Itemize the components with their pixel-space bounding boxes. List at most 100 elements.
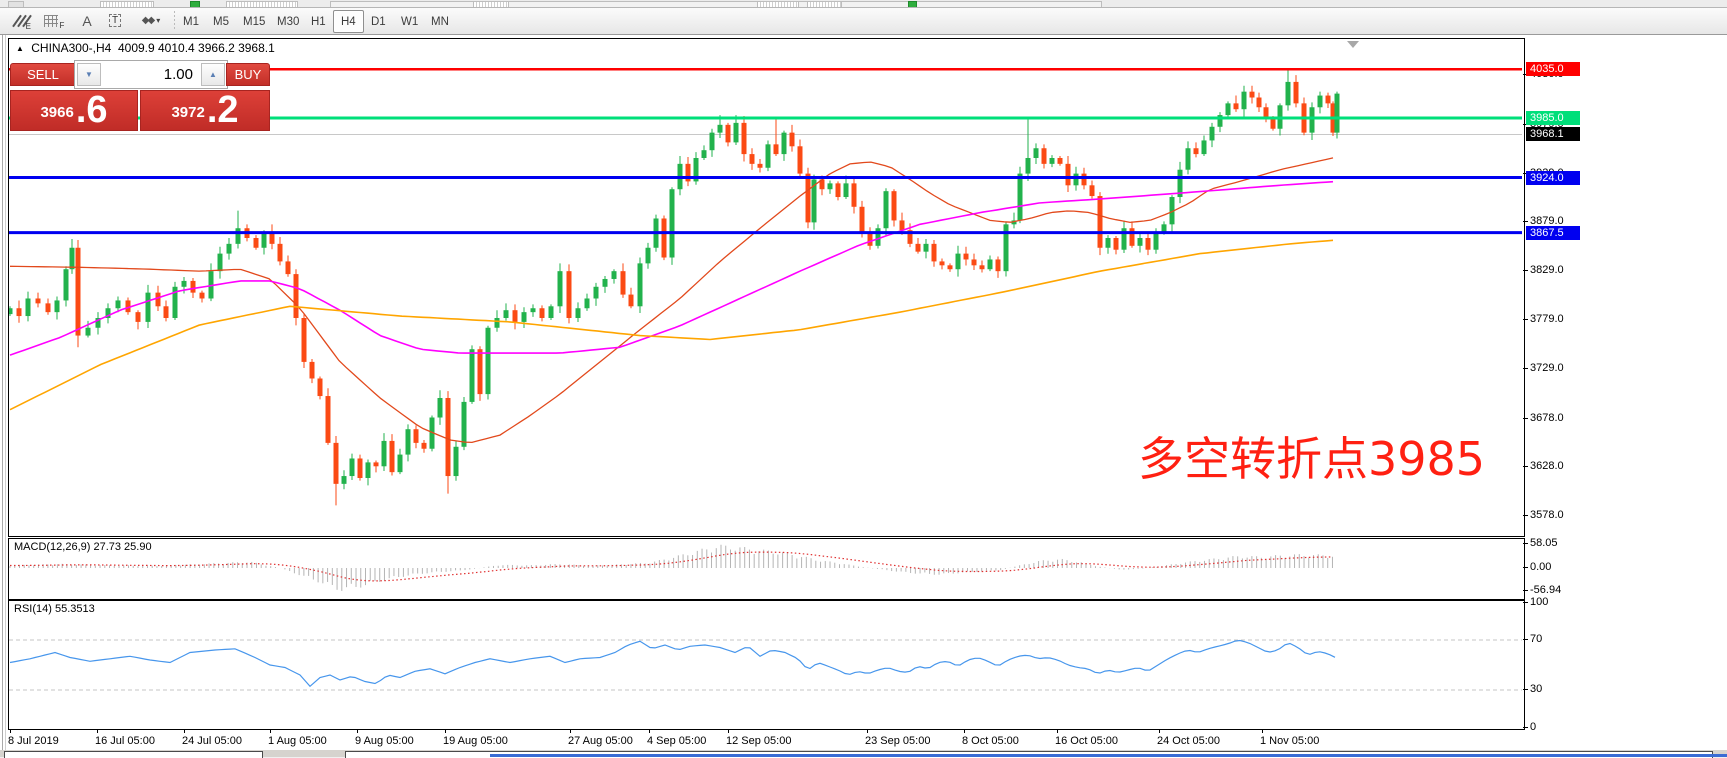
window-edge: [2, 35, 3, 750]
candle: [923, 243, 929, 252]
candle: [85, 327, 91, 336]
equidistant-channel-tool-button[interactable]: E: [8, 10, 34, 31]
time-tick: [1057, 729, 1058, 733]
candle: [757, 163, 763, 168]
candle: [611, 271, 617, 279]
price-tick: [1523, 123, 1528, 125]
timeframe-button-d1[interactable]: D1: [371, 15, 386, 28]
candle: [1041, 148, 1047, 164]
volume-decrease-button[interactable]: ▼: [77, 63, 101, 86]
candle: [69, 247, 75, 270]
timeframe-button-m1[interactable]: M1: [183, 15, 199, 28]
macd-indicator-pane[interactable]: [8, 538, 1525, 600]
price-chart-pane[interactable]: [8, 38, 1525, 537]
buy-button[interactable]: BUY: [226, 63, 270, 86]
volume-increase-button[interactable]: ▲: [201, 63, 225, 86]
window-fragment: [807, 1, 842, 7]
collapse-triangle-icon[interactable]: ▲: [16, 44, 24, 53]
macd-tick-label: -56.94: [1530, 584, 1562, 597]
chevron-down-icon: ▾: [156, 16, 161, 25]
candle: [701, 150, 707, 158]
candle: [575, 308, 581, 318]
rsi-tick-label: 0: [1530, 720, 1537, 733]
candlestick-chart[interactable]: [9, 39, 1522, 534]
candle: [135, 312, 141, 322]
candle: [773, 144, 779, 155]
candle: [797, 146, 803, 174]
chart-shift-marker-icon[interactable]: [1347, 41, 1359, 48]
timeframe-button-h1[interactable]: H1: [311, 15, 326, 28]
candle: [1233, 103, 1239, 110]
candle: [827, 183, 833, 190]
timeframe-button-m5[interactable]: M5: [213, 15, 229, 28]
time-tick: [570, 729, 571, 733]
candle: [741, 122, 747, 155]
volume-input[interactable]: [103, 61, 199, 88]
level-price-badge[interactable]: 4035.0: [1526, 62, 1580, 77]
candle: [749, 154, 755, 164]
candle: [733, 122, 739, 143]
timeframe-button-m30[interactable]: M30: [277, 15, 300, 28]
level-price-badge[interactable]: 3867.5: [1526, 225, 1580, 240]
symbol-ohlc-header: ▲ CHINA300-,H4 4009.9 4010.4 3966.2 3968…: [16, 41, 275, 55]
chart-annotation-text: 多空转折点3985: [1138, 432, 1486, 486]
sell-price-panel[interactable]: 3966 .6: [10, 90, 138, 131]
candle: [1177, 169, 1183, 198]
candle: [494, 318, 500, 328]
candle: [333, 442, 339, 484]
candle: [477, 349, 483, 395]
level-price-badge[interactable]: 3985.0: [1526, 111, 1580, 125]
price-tick-label: 3678.0: [1530, 411, 1564, 424]
candle: [947, 265, 953, 270]
text-label-tool-button[interactable]: A: [74, 10, 100, 31]
timeframe-button-mn[interactable]: MN: [431, 15, 449, 28]
buy-price-panel[interactable]: 3972 .2: [140, 90, 270, 131]
rsi-line: [9, 639, 1336, 688]
candle: [54, 300, 60, 313]
candle: [365, 462, 371, 478]
candle: [1153, 232, 1159, 250]
rsi-tick: [1523, 639, 1528, 640]
candle: [645, 247, 651, 264]
candle: [16, 308, 22, 317]
fibonacci-grid-tool-button[interactable]: F: [40, 10, 66, 31]
ma-slow-line: [9, 239, 1334, 411]
rsi-indicator-pane[interactable]: [8, 600, 1525, 730]
timeframe-button-w1[interactable]: W1: [401, 15, 419, 28]
candle: [1201, 140, 1207, 155]
candle: [1081, 173, 1087, 186]
price-tick: [1523, 318, 1528, 320]
buy-price-main: 3972: [171, 104, 205, 121]
price-tick: [1523, 417, 1528, 419]
candle: [293, 274, 299, 318]
macd-tick-label: 58.05: [1530, 537, 1558, 550]
rsi-tick-label: 100: [1530, 595, 1549, 608]
candle: [1105, 238, 1111, 248]
ma-mid-line: [9, 180, 1334, 356]
terminal-window-top: [4, 751, 263, 758]
candle: [373, 462, 379, 467]
window-fragment: [473, 1, 509, 7]
candle: [285, 261, 291, 275]
window-fragment: [226, 1, 298, 7]
candle: [261, 232, 267, 248]
candle: [843, 183, 849, 198]
timeframe-button-h4[interactable]: H4: [333, 10, 364, 33]
text-box-tool-button[interactable]: T: [102, 10, 128, 31]
candle: [584, 298, 590, 309]
candle: [1017, 173, 1023, 221]
timeframe-button-m15[interactable]: M15: [243, 15, 266, 28]
level-price-badge[interactable]: 3924.0: [1526, 170, 1580, 185]
time-axis-label: 8 Jul 2019: [8, 735, 59, 747]
candle: [1169, 197, 1175, 225]
candle: [789, 132, 795, 147]
candle: [939, 261, 945, 266]
macd-tick-label: 0.00: [1530, 561, 1552, 573]
candle: [811, 179, 817, 223]
price-tick: [1523, 172, 1528, 174]
sell-button[interactable]: SELL: [10, 63, 76, 86]
candle: [45, 303, 51, 313]
candle: [530, 308, 536, 313]
shapes-tool-button[interactable]: ◆◆ ▾: [134, 10, 168, 31]
candle: [851, 183, 857, 207]
